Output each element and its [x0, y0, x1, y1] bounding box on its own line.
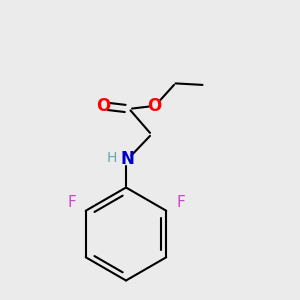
Text: H: H — [106, 151, 117, 164]
Text: O: O — [96, 97, 111, 115]
Text: N: N — [121, 150, 134, 168]
Text: O: O — [147, 97, 162, 115]
Text: F: F — [67, 195, 76, 210]
Text: F: F — [176, 195, 185, 210]
